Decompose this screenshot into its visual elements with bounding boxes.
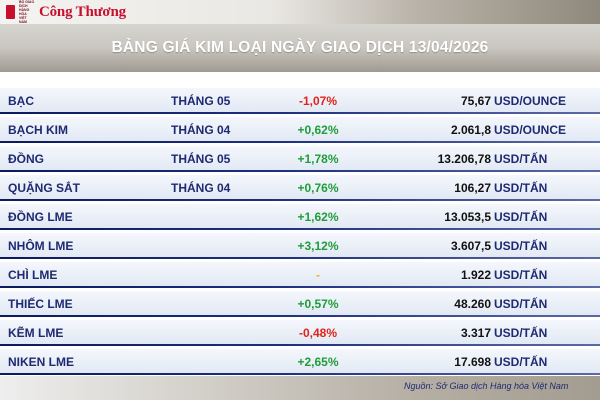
price-change: +3,12% — [297, 239, 339, 253]
metal-name: QUẶNG SẮT — [8, 181, 80, 195]
price-change: +0,57% — [297, 297, 339, 311]
price-value: 106,27 — [454, 181, 491, 195]
price-change: - — [316, 268, 320, 282]
title-banner: BẢNG GIÁ KIM LOẠI NGÀY GIAO DỊCH 13/04/2… — [0, 24, 600, 72]
table-row: ĐỒNG THÁNG 05 +1,78% 13.206,78 USD/TẤN — [0, 146, 600, 175]
top-banner: BỘ GIAO DỊCH HÀNG HÓA VIỆT NAM Công Thươ… — [0, 0, 600, 24]
price-change: -0,48% — [298, 326, 338, 340]
row-background — [0, 175, 600, 199]
row-background — [0, 204, 600, 228]
row-background — [0, 233, 600, 257]
price-unit: USD/OUNCE — [494, 123, 567, 137]
row-divider — [0, 228, 600, 230]
logo-subtext: BỘ GIAO DỊCH HÀNG HÓA VIỆT NAM — [19, 0, 35, 24]
source-text: Nguồn: Sở Giao dịch Hàng hóa Việt Nam — [404, 381, 569, 391]
contract-month: THÁNG 04 — [171, 181, 231, 195]
row-divider — [0, 315, 600, 317]
price-unit: USD/TẤN — [494, 210, 548, 224]
table-row: CHÌ LME - 1.922 USD/TẤN — [0, 262, 600, 291]
row-background — [0, 88, 600, 112]
price-unit: USD/TẤN — [494, 181, 548, 195]
price-value: 75,67 — [460, 94, 491, 108]
price-value: 2.061,8 — [450, 123, 491, 137]
row-divider — [0, 373, 600, 375]
price-change: +0,62% — [297, 123, 339, 137]
metal-name: CHÌ LME — [8, 268, 58, 282]
metal-name: NHÔM LME — [8, 239, 74, 253]
price-unit: USD/TẤN — [494, 355, 548, 369]
row-divider — [0, 257, 600, 259]
metal-name: THIẾC LME — [8, 297, 73, 311]
page-title: BẢNG GIÁ KIM LOẠI NGÀY GIAO DỊCH 13/04/2… — [111, 39, 489, 56]
price-change: -1,07% — [298, 94, 338, 108]
row-divider — [0, 199, 600, 201]
row-background — [0, 349, 600, 373]
logo-mark-icon — [6, 5, 15, 19]
row-divider — [0, 286, 600, 288]
metal-name: NIKEN LME — [8, 355, 74, 369]
metal-name: BẠC — [8, 94, 34, 108]
price-unit: USD/TẤN — [494, 268, 548, 282]
price-value: 3.317 — [460, 326, 491, 340]
metal-name: ĐỒNG LME — [8, 210, 73, 224]
price-change: +0,76% — [297, 181, 339, 195]
contract-month: THÁNG 05 — [171, 94, 231, 108]
row-divider — [0, 344, 600, 346]
table-row: NHÔM LME +3,12% 3.607,5 USD/TẤN — [0, 233, 600, 262]
contract-month: THÁNG 05 — [171, 152, 231, 166]
source-footer: Nguồn: Sở Giao dịch Hàng hóa Việt Nam — [0, 376, 600, 400]
logo-text: Công Thương — [39, 3, 126, 20]
price-unit: USD/TẤN — [494, 297, 548, 311]
table-row: QUẶNG SẮT THÁNG 04 +0,76% 106,27 USD/TẤN — [0, 175, 600, 204]
table-row: THIẾC LME +0,57% 48.260 USD/TẤN — [0, 291, 600, 320]
metal-name: KẼM LME — [8, 326, 64, 340]
table-row: ĐỒNG LME +1,62% 13.053,5 USD/TẤN — [0, 204, 600, 233]
row-background — [0, 320, 600, 344]
price-unit: USD/TẤN — [494, 326, 548, 340]
price-value: 17.698 — [454, 355, 491, 369]
row-background — [0, 262, 600, 286]
row-divider — [0, 112, 600, 114]
table-row: BẠCH KIM THÁNG 04 +0,62% 2.061,8 USD/OUNCE — [0, 117, 600, 146]
price-value: 13.053,5 — [444, 210, 491, 224]
congthuong-logo[interactable]: BỘ GIAO DỊCH HÀNG HÓA VIỆT NAM Công Thươ… — [6, 0, 126, 24]
table-row: KẼM LME -0,48% 3.317 USD/TẤN — [0, 320, 600, 349]
row-background — [0, 291, 600, 315]
row-background — [0, 146, 600, 170]
price-change: +2,65% — [297, 355, 339, 369]
price-value: 13.206,78 — [437, 152, 491, 166]
price-change: +1,62% — [297, 210, 339, 224]
row-divider — [0, 141, 600, 143]
price-value: 1.922 — [460, 268, 491, 282]
price-value: 48.260 — [454, 297, 491, 311]
price-unit: USD/TẤN — [494, 152, 548, 166]
row-background — [0, 117, 600, 141]
table-row: BẠC THÁNG 05 -1,07% 75,67 USD/OUNCE — [0, 88, 600, 117]
price-unit: USD/OUNCE — [494, 94, 567, 108]
row-divider — [0, 170, 600, 172]
metal-name: BẠCH KIM — [8, 123, 68, 137]
contract-month: THÁNG 04 — [171, 123, 231, 137]
price-unit: USD/TẤN — [494, 239, 548, 253]
price-table: BẠC THÁNG 05 -1,07% 75,67 USD/OUNCE BẠCH KIM T… — [0, 88, 600, 378]
metal-name: ĐỒNG — [8, 152, 44, 166]
table-row: NIKEN LME +2,65% 17.698 USD/TẤN — [0, 349, 600, 378]
price-value: 3.607,5 — [450, 239, 491, 253]
price-change: +1,78% — [297, 152, 339, 166]
